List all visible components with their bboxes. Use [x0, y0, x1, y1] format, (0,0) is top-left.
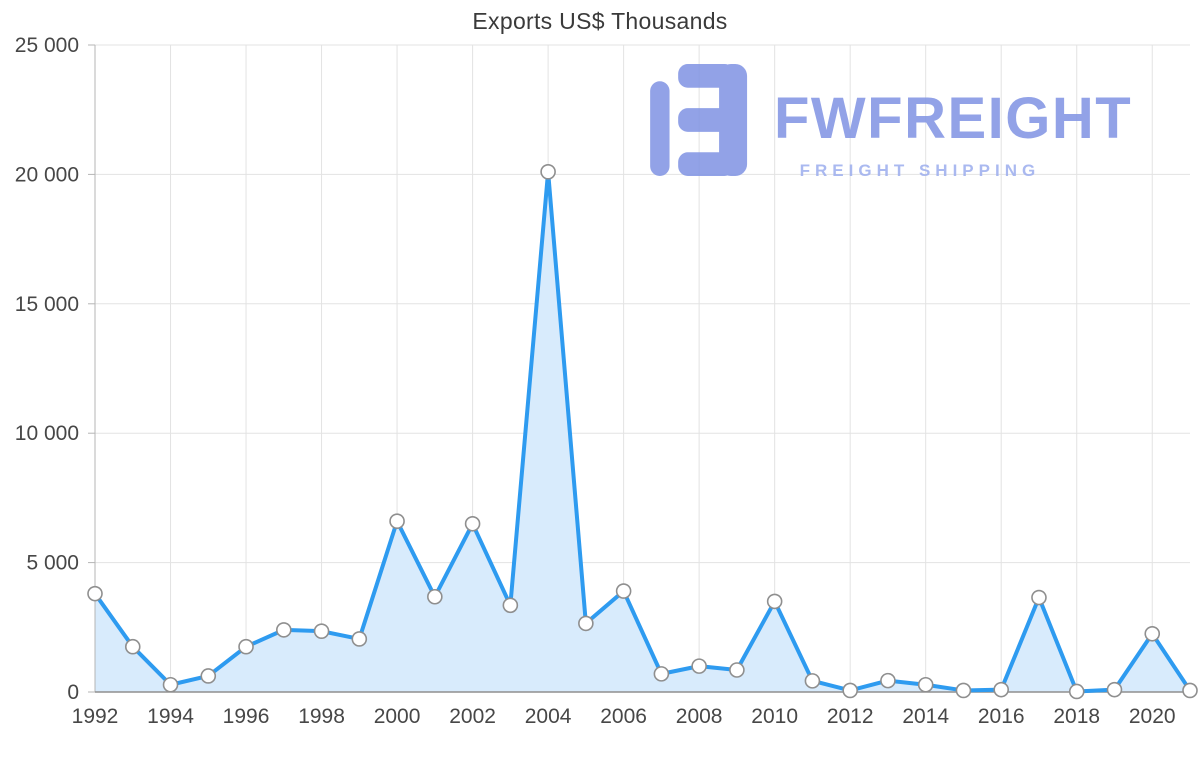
y-tick-label: 5 000 — [26, 552, 79, 575]
y-tick-label: 0 — [67, 681, 79, 704]
y-tick-label: 25 000 — [15, 34, 79, 57]
y-tick-label: 10 000 — [15, 422, 79, 445]
x-tick-label: 2002 — [449, 705, 496, 728]
data-point-marker — [653, 666, 670, 682]
data-point-marker — [729, 662, 745, 678]
x-tick-label: 2010 — [751, 705, 798, 728]
x-tick-label: 2014 — [902, 705, 949, 728]
data-point-marker — [917, 676, 934, 693]
data-point-marker — [955, 682, 972, 699]
x-tick-label: 1996 — [223, 705, 270, 728]
data-point-marker — [351, 631, 368, 647]
data-point-marker — [880, 672, 896, 689]
data-point-marker — [691, 658, 707, 674]
x-tick-label: 1994 — [147, 705, 194, 728]
data-point-marker — [1182, 682, 1198, 699]
data-point-marker — [313, 623, 330, 639]
data-point-marker — [1031, 589, 1047, 606]
data-point-marker — [540, 164, 556, 180]
data-point-marker — [87, 585, 103, 602]
data-point-marker — [1144, 625, 1161, 642]
data-point-marker — [464, 515, 481, 532]
x-tick-label: 2004 — [525, 705, 572, 728]
y-tick-label: 15 000 — [15, 293, 79, 316]
data-point-marker — [389, 513, 405, 529]
data-point-marker — [578, 615, 594, 632]
x-tick-label: 2000 — [374, 705, 421, 728]
data-point-marker — [275, 622, 292, 638]
data-point-marker — [124, 638, 141, 655]
x-tick-label: 1992 — [72, 705, 119, 728]
line-series — [93, 169, 1192, 694]
x-tick-label: 2006 — [600, 705, 647, 728]
data-point-marker — [842, 682, 858, 699]
x-tick-label: 1998 — [298, 705, 345, 728]
data-point-marker — [804, 673, 821, 689]
y-tick-label: 20 000 — [15, 163, 79, 186]
data-point-marker — [766, 593, 783, 610]
area-fill — [95, 171, 1190, 692]
data-point-marker — [238, 638, 254, 655]
data-point-marker — [427, 588, 443, 605]
data-point-marker — [1106, 681, 1123, 698]
chart-title: Exports US$ Thousands — [472, 8, 728, 34]
x-tick-label: 2012 — [827, 705, 874, 728]
data-point-marker — [200, 668, 217, 684]
x-tick-label: 2008 — [676, 705, 723, 728]
data-point-marker — [993, 681, 1010, 698]
x-tick-label: 2016 — [978, 705, 1025, 728]
data-point-marker — [1068, 683, 1085, 700]
data-point-marker — [502, 597, 519, 614]
x-tick-label: 2020 — [1129, 705, 1176, 728]
data-point-marker — [162, 676, 179, 693]
x-tick-label: 2018 — [1053, 705, 1100, 728]
data-point-marker — [615, 583, 632, 599]
